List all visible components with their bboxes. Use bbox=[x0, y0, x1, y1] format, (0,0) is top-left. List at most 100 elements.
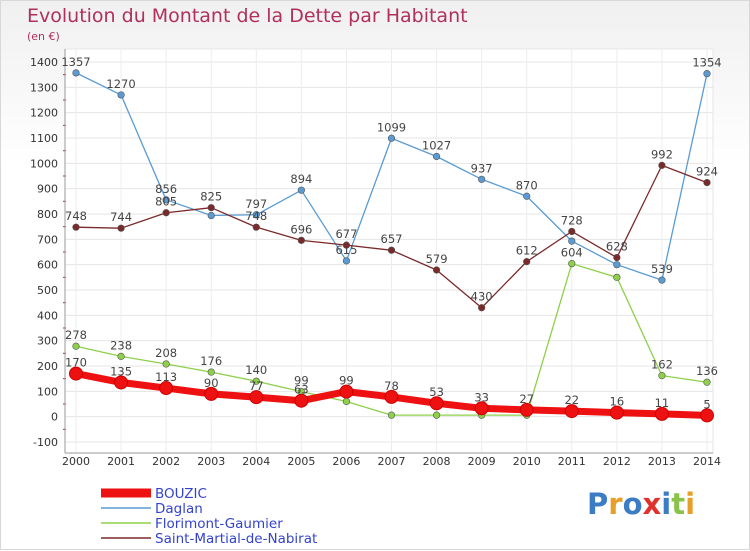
data-label: 63 bbox=[294, 383, 309, 397]
y-tick-label: 1000 bbox=[30, 157, 58, 170]
data-label: 748 bbox=[65, 209, 87, 223]
data-point bbox=[339, 384, 354, 399]
x-tick-label: 2014 bbox=[693, 455, 721, 468]
data-point bbox=[384, 389, 399, 404]
data-label: 78 bbox=[384, 379, 399, 393]
y-tick-label: 900 bbox=[37, 183, 58, 196]
unit-label: (en €) bbox=[27, 30, 60, 43]
data-label: 1270 bbox=[106, 77, 135, 91]
x-tick-label: 2008 bbox=[423, 455, 451, 468]
data-label: 825 bbox=[200, 190, 222, 204]
x-tick-label: 2011 bbox=[558, 455, 586, 468]
y-tick-label: 100 bbox=[37, 385, 58, 398]
y-tick-label: 0 bbox=[51, 411, 58, 424]
data-point bbox=[519, 402, 534, 417]
data-label: 1354 bbox=[692, 56, 721, 70]
data-label: 11 bbox=[655, 396, 670, 410]
y-tick-label: 600 bbox=[37, 259, 58, 272]
data-label: 27 bbox=[519, 392, 534, 406]
data-label: 430 bbox=[471, 290, 493, 304]
data-label: 1357 bbox=[61, 55, 90, 69]
data-label: 208 bbox=[155, 346, 177, 360]
data-point bbox=[432, 152, 441, 161]
data-point bbox=[252, 211, 260, 219]
data-point bbox=[117, 224, 125, 232]
y-tick-label: 1300 bbox=[30, 81, 58, 94]
data-point bbox=[252, 223, 260, 231]
x-tick-label: 2003 bbox=[197, 455, 225, 468]
data-label: 870 bbox=[516, 178, 538, 192]
data-point bbox=[72, 223, 80, 231]
data-label: 677 bbox=[335, 227, 357, 241]
x-tick-label: 2006 bbox=[332, 455, 360, 468]
data-point bbox=[162, 360, 170, 368]
data-label: 53 bbox=[429, 385, 444, 399]
data-point bbox=[429, 396, 444, 411]
data-label: 135 bbox=[110, 364, 132, 378]
data-point bbox=[387, 246, 396, 254]
data-label: 77 bbox=[249, 379, 264, 393]
data-point bbox=[72, 342, 80, 350]
data-point bbox=[703, 70, 711, 78]
data-label: 99 bbox=[339, 374, 354, 388]
data-point bbox=[342, 397, 351, 406]
x-tick-label: 2012 bbox=[603, 455, 631, 468]
data-point bbox=[252, 377, 260, 385]
data-point bbox=[658, 161, 666, 169]
legend-label: Daglan bbox=[155, 501, 203, 517]
data-label: 579 bbox=[426, 252, 448, 266]
data-point bbox=[703, 378, 711, 386]
proxiti-logo: Proxiti bbox=[587, 487, 696, 521]
legend-label: Saint-Martial-de-Nabirat bbox=[155, 531, 317, 547]
data-label: 992 bbox=[651, 147, 673, 161]
data-point bbox=[162, 209, 170, 217]
data-label: 894 bbox=[290, 172, 312, 186]
data-point bbox=[387, 411, 396, 419]
y-tick-label: 1100 bbox=[30, 132, 58, 145]
data-point bbox=[207, 368, 215, 376]
data-label: 22 bbox=[564, 393, 579, 407]
data-point bbox=[117, 352, 125, 360]
data-label: 1027 bbox=[422, 138, 451, 152]
x-tick-label: 2002 bbox=[152, 455, 180, 468]
x-tick-label: 2007 bbox=[378, 455, 406, 468]
data-point bbox=[613, 273, 621, 281]
data-label: 924 bbox=[696, 165, 718, 179]
x-tick-label: 2013 bbox=[648, 455, 676, 468]
data-point bbox=[609, 405, 624, 420]
data-point bbox=[568, 260, 576, 268]
data-label: 744 bbox=[110, 210, 132, 224]
data-label: 604 bbox=[561, 246, 583, 260]
data-label: 657 bbox=[381, 232, 403, 246]
data-point bbox=[297, 236, 305, 244]
data-label: 176 bbox=[200, 354, 222, 368]
x-tick-label: 2005 bbox=[287, 455, 315, 468]
data-point bbox=[523, 258, 531, 266]
data-point bbox=[700, 408, 714, 423]
data-point bbox=[342, 257, 351, 265]
data-point bbox=[613, 253, 621, 262]
data-point bbox=[249, 390, 264, 405]
data-point bbox=[207, 204, 215, 212]
y-tick-label: 400 bbox=[37, 309, 58, 322]
data-point bbox=[387, 134, 396, 142]
data-point bbox=[204, 386, 219, 401]
data-point bbox=[474, 401, 489, 416]
y-tick-label: 800 bbox=[37, 208, 58, 221]
data-point bbox=[703, 178, 711, 187]
data-label: 136 bbox=[696, 364, 718, 378]
y-tick-label: 700 bbox=[37, 233, 58, 246]
data-label: 612 bbox=[516, 244, 538, 258]
data-point bbox=[432, 266, 441, 274]
data-point bbox=[72, 69, 80, 77]
data-point bbox=[342, 241, 351, 249]
data-point bbox=[117, 91, 125, 99]
data-label: 90 bbox=[204, 376, 219, 390]
data-label: 113 bbox=[155, 370, 177, 384]
data-point bbox=[478, 304, 486, 312]
data-label: 805 bbox=[155, 195, 177, 209]
data-label: 539 bbox=[651, 262, 673, 276]
data-point bbox=[162, 196, 170, 204]
data-point bbox=[658, 276, 666, 284]
